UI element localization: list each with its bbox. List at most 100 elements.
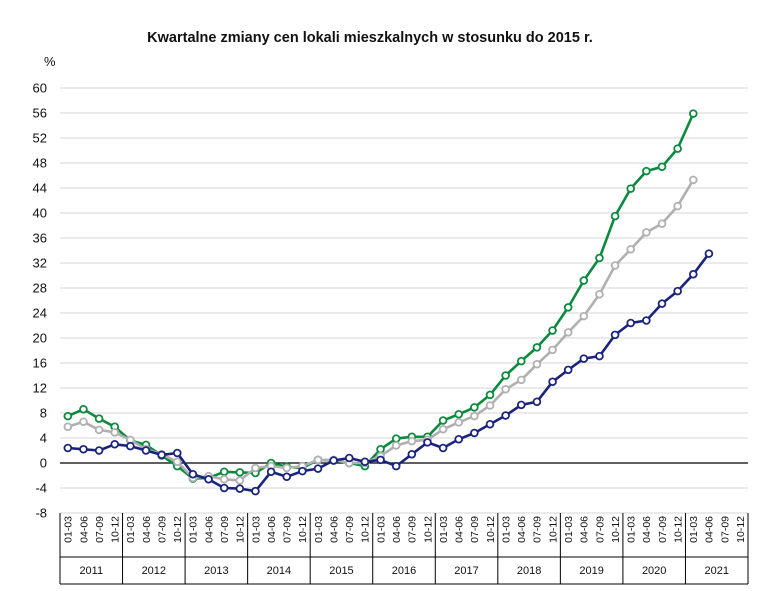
y-tick-label: 48 xyxy=(33,156,47,171)
data-point-green xyxy=(63,411,73,421)
data-point-navy xyxy=(532,397,542,407)
data-point-green xyxy=(516,356,526,366)
x-tick-label: 01-03 xyxy=(626,516,638,543)
x-tick-label: 10-12 xyxy=(610,516,622,543)
x-tick-label: 07-09 xyxy=(532,516,544,543)
data-point-green xyxy=(563,303,573,312)
y-tick-label: 32 xyxy=(33,256,47,271)
x-tick-label: 07-09 xyxy=(282,516,294,543)
data-point-navy xyxy=(219,483,229,493)
data-point-navy xyxy=(360,457,370,467)
x-tick-label: 01-03 xyxy=(688,516,700,543)
x-tick-label: 10-12 xyxy=(110,516,122,543)
x-tick-label: 01-03 xyxy=(438,516,450,543)
data-point-gray xyxy=(532,359,542,369)
y-tick-label: 52 xyxy=(33,131,47,146)
data-point-navy xyxy=(329,456,338,465)
year-label: 2018 xyxy=(517,565,541,577)
data-point-navy xyxy=(251,486,260,496)
year-label: 2019 xyxy=(579,565,603,577)
data-point-green xyxy=(673,144,682,153)
data-point-navy xyxy=(204,474,213,484)
year-label: 2017 xyxy=(454,565,478,577)
data-point-green xyxy=(610,211,620,221)
data-point-navy xyxy=(391,461,401,471)
data-point-navy xyxy=(63,443,73,453)
data-point-navy xyxy=(126,441,135,451)
x-tick-label: 04-06 xyxy=(454,516,466,543)
data-point-green xyxy=(485,390,495,400)
y-tick-label: 40 xyxy=(33,206,47,221)
year-label: 2020 xyxy=(642,565,666,577)
x-tick-label: 10-12 xyxy=(360,516,372,543)
data-point-gray xyxy=(79,417,88,427)
data-point-gray xyxy=(501,384,510,394)
x-tick-label: 01-03 xyxy=(500,516,512,543)
data-point-gray xyxy=(563,328,573,337)
data-point-navy xyxy=(485,419,495,429)
x-tick-label: 07-09 xyxy=(407,516,419,543)
x-tick-label: 01-03 xyxy=(375,516,387,543)
data-point-gray xyxy=(94,425,104,435)
y-tick-label: 0 xyxy=(40,456,47,471)
data-point-green xyxy=(376,444,385,454)
data-point-gray xyxy=(219,474,229,484)
data-point-navy xyxy=(657,299,667,308)
data-point-navy xyxy=(376,455,385,465)
data-point-navy xyxy=(470,428,479,438)
data-point-gray xyxy=(282,463,292,473)
data-point-gray xyxy=(438,424,448,434)
data-point-gray xyxy=(516,375,526,385)
data-point-navy xyxy=(282,472,292,482)
x-tick-label: 10-12 xyxy=(547,516,559,543)
data-point-green xyxy=(94,414,104,423)
data-point-navy xyxy=(79,444,88,454)
data-point-navy xyxy=(423,438,432,447)
data-point-navy xyxy=(501,411,510,420)
x-tick-label: 07-09 xyxy=(94,516,106,543)
data-point-navy xyxy=(688,269,698,279)
data-point-navy xyxy=(298,466,307,476)
year-label: 2014 xyxy=(267,565,291,577)
x-tick-label: 07-09 xyxy=(344,516,356,543)
data-point-green xyxy=(657,162,667,172)
data-point-gray xyxy=(110,428,120,437)
year-label: 2021 xyxy=(704,565,728,577)
x-tick-label: 01-03 xyxy=(250,516,262,543)
data-point-green xyxy=(579,276,589,285)
x-tick-label: 01-03 xyxy=(188,516,200,543)
x-tick-label: 04-06 xyxy=(78,516,90,543)
data-point-gray xyxy=(391,441,401,450)
x-tick-label: 07-09 xyxy=(594,516,606,543)
data-point-green xyxy=(532,343,542,352)
data-point-gray xyxy=(313,455,323,465)
data-point-navy xyxy=(157,450,166,460)
x-tick-label: 10-12 xyxy=(235,516,247,543)
y-tick-label: 56 xyxy=(33,106,47,121)
series-lines xyxy=(63,109,714,496)
x-tick-label: 04-06 xyxy=(203,516,215,543)
data-point-navy xyxy=(110,439,120,449)
data-point-navy xyxy=(407,449,417,459)
y-tick-label: 60 xyxy=(33,81,47,96)
y-tick-label: 8 xyxy=(40,406,47,421)
data-point-gray xyxy=(642,228,651,237)
x-tick-label: 01-03 xyxy=(313,516,325,543)
data-point-green xyxy=(548,326,557,335)
year-label: 2013 xyxy=(204,565,228,577)
data-point-navy xyxy=(563,365,573,375)
y-tick-label: 24 xyxy=(33,306,47,321)
x-tick-label: 04-06 xyxy=(141,516,153,543)
y-tick-label: 44 xyxy=(33,181,47,196)
data-point-gray xyxy=(626,244,636,254)
data-point-green xyxy=(595,253,604,263)
x-tick-label: 01-03 xyxy=(125,516,137,543)
x-tick-label: 01-03 xyxy=(63,516,75,543)
x-tick-label: 10-12 xyxy=(485,516,497,543)
year-label: 2016 xyxy=(392,565,416,577)
data-point-navy xyxy=(673,286,682,296)
x-tick-label: 01-03 xyxy=(563,516,575,543)
x-tick-label: 07-09 xyxy=(219,516,231,543)
x-tick-label: 04-06 xyxy=(266,516,278,543)
data-point-gray xyxy=(63,422,73,432)
